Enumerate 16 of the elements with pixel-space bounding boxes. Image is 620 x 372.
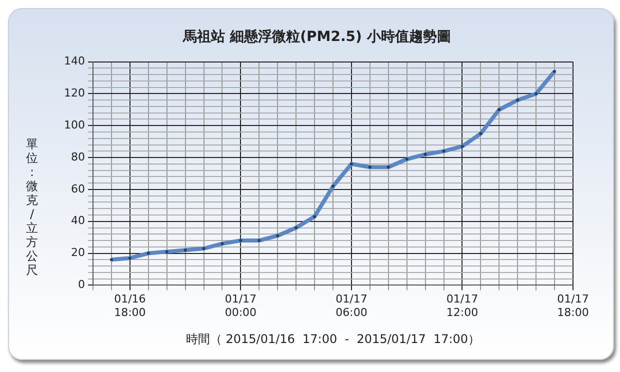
y-tick-label: 40 xyxy=(70,214,85,228)
chart-title: 馬祖站 細懸浮微粒(PM2.5) 小時值趨勢圖 xyxy=(182,28,451,46)
y-tick-label: 60 xyxy=(70,182,85,196)
y-tick-label: 20 xyxy=(70,246,85,260)
x-tick-label: 01/17 12:00 xyxy=(446,292,478,319)
x-tick-label: 01/17 18:00 xyxy=(557,292,589,319)
x-axis-title: 時間（ 2015/01/16 17:00 - 2015/01/17 17:00） xyxy=(186,332,480,346)
y-tick-label: 80 xyxy=(70,150,85,164)
y-tick-label: 0 xyxy=(78,278,85,292)
y-tick-label: 100 xyxy=(64,118,85,132)
text: 單位：微克/立方公尺 xyxy=(26,137,38,277)
x-tick-label: 01/16 18:00 xyxy=(114,292,146,319)
x-tick-label: 01/17 06:00 xyxy=(336,292,368,319)
y-tick-label: 120 xyxy=(64,86,85,100)
y-tick-label: 140 xyxy=(64,54,85,68)
x-tick-label: 01/17 00:00 xyxy=(224,292,257,319)
